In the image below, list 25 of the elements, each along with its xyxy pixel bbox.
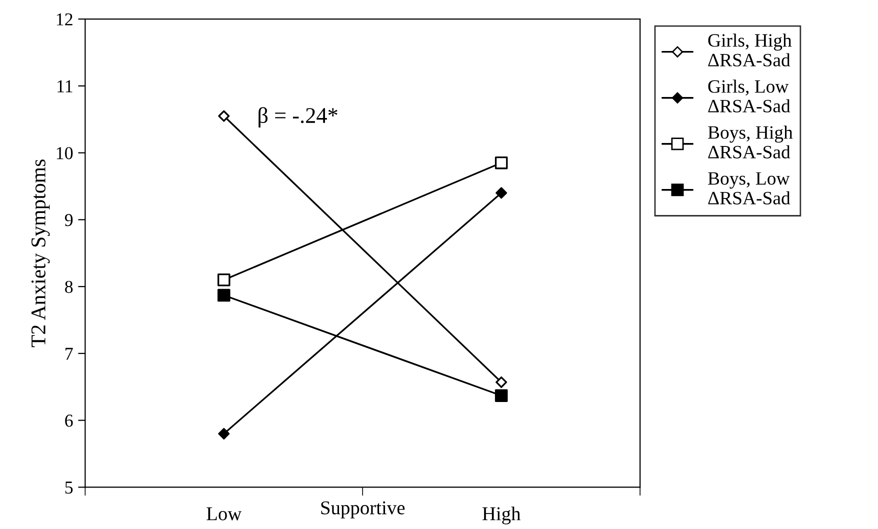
x-tick-label: High bbox=[482, 506, 521, 524]
legend-label: Girls, Low ΔRSA-Sad bbox=[708, 80, 790, 112]
point bbox=[218, 273, 230, 286]
y-tick-label: 7 bbox=[66, 348, 73, 360]
y-tick-label: 9 bbox=[64, 214, 73, 226]
y-tick-label: 11 bbox=[58, 80, 72, 92]
y-tick-label: 5 bbox=[65, 482, 73, 494]
point bbox=[496, 187, 508, 199]
x-tick-label: Low bbox=[206, 507, 242, 520]
y-axis-title: T2 Anxiety Symptoms bbox=[31, 160, 50, 348]
annotation: β = -.24* bbox=[258, 107, 338, 128]
point bbox=[218, 288, 230, 302]
point bbox=[218, 110, 230, 122]
point bbox=[494, 156, 508, 170]
point bbox=[494, 389, 508, 402]
y-tick-label: 8 bbox=[65, 280, 73, 294]
y-tick-label: 10 bbox=[56, 147, 73, 160]
x-axis-title: Supportive bbox=[321, 501, 405, 518]
point bbox=[496, 376, 508, 388]
legend-label: Girls, High ΔRSA-Sad bbox=[708, 34, 792, 66]
legend-label: Boys, High ΔRSA-Sad bbox=[708, 126, 793, 158]
point bbox=[218, 428, 230, 440]
y-tick-label: 12 bbox=[56, 13, 72, 26]
y-tick-label: 6 bbox=[65, 414, 73, 427]
legend-label: Boys, Low ΔRSA-Sad bbox=[708, 172, 790, 204]
